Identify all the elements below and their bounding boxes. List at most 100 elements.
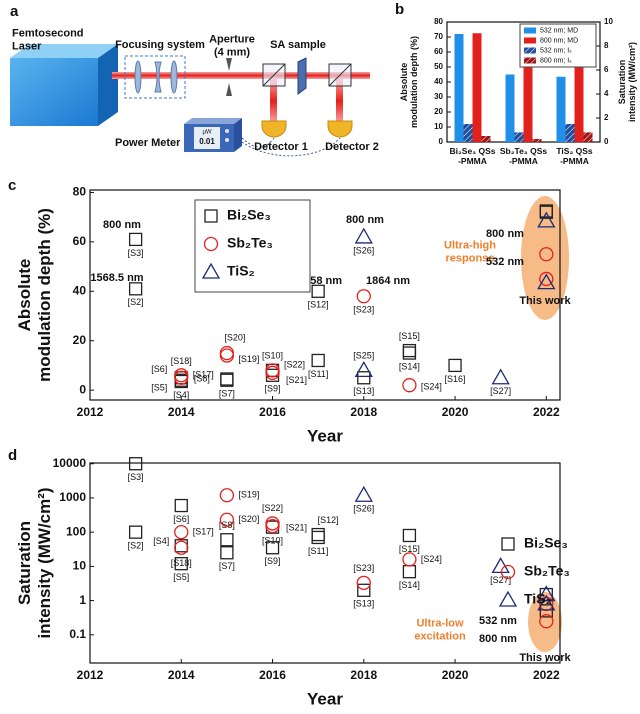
y-tick-label: 70 xyxy=(434,32,443,41)
point-label: [S3] xyxy=(128,472,144,482)
y-tick-label: 60 xyxy=(434,47,443,56)
marker-square xyxy=(204,209,218,223)
marker-circle xyxy=(219,345,235,361)
annotation: This work xyxy=(519,652,571,664)
chart: c 0 20 40 60 80 Absolutemodulation depth (%) 20… xyxy=(8,177,572,446)
marker-triangle xyxy=(537,585,556,602)
plot-frame xyxy=(89,189,561,401)
marker-square xyxy=(220,533,234,547)
axis-title: Absolutemodulation depth (%) xyxy=(399,36,419,128)
marker-square xyxy=(128,232,143,247)
point-label: [S15] xyxy=(399,544,420,554)
detector xyxy=(327,120,353,138)
text-line: modulation depth (%) xyxy=(35,208,54,382)
point-label: [S19] xyxy=(238,490,259,500)
bar xyxy=(514,132,524,142)
marker-square xyxy=(539,604,553,618)
legend-frame xyxy=(194,199,311,293)
point-label: [S14] xyxy=(399,361,420,371)
point-label: [S23] xyxy=(353,563,374,573)
x-tick-label: 2014 xyxy=(168,405,195,419)
x-tick-label: Sb₂Te₃ QSs -PMMA xyxy=(500,146,548,166)
text-line: excitation xyxy=(414,630,466,642)
marker-circle xyxy=(265,365,280,380)
point-label: [S24] xyxy=(421,382,442,392)
marker-triangle xyxy=(491,557,510,574)
marker-circle xyxy=(219,488,235,503)
text-line: Absolute xyxy=(399,63,409,102)
marker-square xyxy=(357,371,371,385)
annotation: 800 nm xyxy=(103,219,141,231)
aperture xyxy=(226,58,232,96)
aperture-label: Aperture (4 mm) xyxy=(209,34,255,59)
legend-label: Sb₂Te₃ xyxy=(227,235,273,251)
legend-label: TiS₂ xyxy=(227,263,255,279)
point-label: [S7] xyxy=(219,561,235,571)
bar xyxy=(574,39,584,142)
legend-label: 532 nm; Iₛ xyxy=(540,47,572,54)
lens xyxy=(134,60,142,94)
point-label: [S24] xyxy=(421,554,442,564)
annotation: 800 nm xyxy=(346,214,384,226)
point-label: [S3] xyxy=(128,248,144,258)
panel-label: b xyxy=(395,1,404,18)
laser-side xyxy=(98,44,118,126)
y2-tick-label: 8 xyxy=(604,41,609,50)
point-label: [S11] xyxy=(308,546,328,556)
annotation: 800 nm xyxy=(486,228,524,240)
bar xyxy=(481,136,491,142)
text-line: (4 mm) xyxy=(214,46,250,58)
meter-side xyxy=(234,118,242,152)
x-tick-label: 2020 xyxy=(442,405,469,419)
marker-triangle xyxy=(354,361,373,378)
y-tick-label: 10000 xyxy=(53,456,87,470)
axis-title: Saturationintensity (MW/cm²) xyxy=(16,487,55,638)
chart: d 0.1 1 10 100 1000 10000 Saturationintensity (… xyxy=(8,447,572,709)
marker-square xyxy=(128,282,143,296)
point-label: [S8] xyxy=(219,520,235,530)
marker-square xyxy=(128,525,143,539)
legend-label: 800 nm; Iₛ xyxy=(540,57,572,64)
beam-splitter-diagonal xyxy=(328,63,352,87)
laser-top xyxy=(10,44,118,58)
legend-swatch xyxy=(524,47,536,54)
axis-title: Saturationintensity (MW/cm²) xyxy=(617,42,637,122)
legend-swatch xyxy=(524,57,536,64)
annotation: 532 nm xyxy=(479,615,517,627)
bar xyxy=(565,124,575,142)
meter-top xyxy=(184,118,242,124)
annotation: Ultra-low excitation xyxy=(414,618,466,643)
text-line: -PMMA xyxy=(509,156,538,166)
marker-square xyxy=(448,358,462,373)
point-label: [S18] xyxy=(171,356,192,366)
point-label: [S5] xyxy=(173,572,189,582)
text-line: Absolute xyxy=(16,259,35,332)
text-line: Ultra-high xyxy=(444,240,496,252)
text-line: Saturation xyxy=(16,521,35,605)
bar xyxy=(556,76,566,142)
bar xyxy=(472,33,482,142)
y2-tick-label: 6 xyxy=(604,65,609,74)
power-meter-label: Power Meter xyxy=(115,137,181,149)
x-tick-label: Bi₂Se₃ QSs -PMMA xyxy=(450,146,496,166)
point-label: [S12] xyxy=(318,515,339,525)
point-label: [S22] xyxy=(262,503,283,513)
x-tick-label: 2016 xyxy=(259,405,286,419)
marker-square xyxy=(311,353,325,368)
y2-tick-label: 4 xyxy=(604,89,609,98)
setup-diagram: a Femtosecond Laser Focusing system Apert… xyxy=(10,3,379,157)
point-label: [S22] xyxy=(284,360,305,370)
marker-circle xyxy=(265,516,280,531)
y2-tick-label: 10 xyxy=(604,17,613,26)
detector xyxy=(261,120,287,138)
laser-front xyxy=(10,58,98,126)
legend-label: TiS₂ xyxy=(524,591,552,607)
marker-triangle xyxy=(537,594,556,611)
panel-label: c xyxy=(8,177,16,194)
point-label: [S26] xyxy=(353,504,374,514)
axis-title: Absolutemodulation depth (%) xyxy=(16,208,55,382)
point-label: [S26] xyxy=(353,245,374,255)
legend-label: Bi₂Se₃ xyxy=(227,207,271,223)
point-label: [S2] xyxy=(128,297,144,307)
